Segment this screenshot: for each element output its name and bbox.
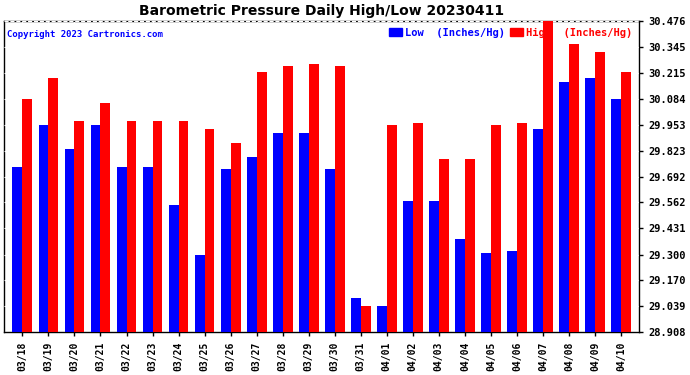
Bar xyxy=(230,143,241,332)
Bar xyxy=(143,167,152,332)
Bar xyxy=(429,201,439,332)
Text: Copyright 2023 Cartronics.com: Copyright 2023 Cartronics.com xyxy=(8,30,164,39)
Bar xyxy=(611,99,621,332)
Bar xyxy=(413,123,423,332)
Bar xyxy=(387,125,397,332)
Bar xyxy=(595,52,605,332)
Bar xyxy=(65,149,75,332)
Bar xyxy=(22,99,32,332)
Bar xyxy=(361,306,371,332)
Bar xyxy=(152,121,162,332)
Bar xyxy=(517,123,527,332)
Title: Barometric Pressure Daily High/Low 20230411: Barometric Pressure Daily High/Low 20230… xyxy=(139,4,504,18)
Bar xyxy=(39,125,48,332)
Bar xyxy=(126,121,137,332)
Bar xyxy=(585,78,595,332)
Bar xyxy=(299,133,308,332)
Bar xyxy=(273,133,283,332)
Bar xyxy=(221,169,230,332)
Bar xyxy=(351,298,361,332)
Bar xyxy=(205,129,215,332)
Bar xyxy=(117,167,126,332)
Bar xyxy=(335,66,344,332)
Bar xyxy=(75,121,84,332)
Bar xyxy=(533,129,543,332)
Bar xyxy=(308,64,319,332)
Bar xyxy=(543,20,553,332)
Bar xyxy=(481,252,491,332)
Bar xyxy=(507,251,517,332)
Bar xyxy=(247,157,257,332)
Bar xyxy=(569,44,579,332)
Bar xyxy=(257,72,266,332)
Bar xyxy=(12,167,22,332)
Legend: Low  (Inches/Hg), High  (Inches/Hg): Low (Inches/Hg), High (Inches/Hg) xyxy=(387,26,634,40)
Bar xyxy=(101,104,110,332)
Bar xyxy=(283,66,293,332)
Bar xyxy=(403,201,413,332)
Bar xyxy=(377,306,387,332)
Bar xyxy=(559,81,569,332)
Bar xyxy=(48,78,59,332)
Bar xyxy=(90,125,101,332)
Bar xyxy=(325,169,335,332)
Bar xyxy=(621,72,631,332)
Bar xyxy=(179,121,188,332)
Bar xyxy=(465,159,475,332)
Bar xyxy=(168,205,179,332)
Bar xyxy=(195,255,205,332)
Bar xyxy=(455,238,465,332)
Bar xyxy=(439,159,449,332)
Bar xyxy=(491,125,501,332)
